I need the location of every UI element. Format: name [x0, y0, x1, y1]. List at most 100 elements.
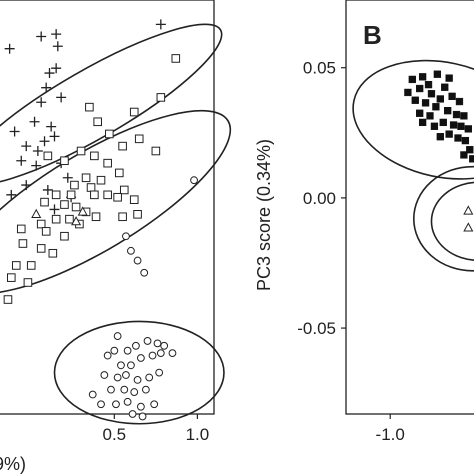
panel-b-label: B — [363, 20, 382, 50]
data-point-circle — [138, 412, 147, 421]
data-point-circle — [150, 400, 159, 409]
data-point-square — [105, 129, 114, 139]
data-point-square — [6, 273, 16, 282]
data-point-circle — [113, 332, 122, 340]
data-point-plus — [29, 116, 40, 127]
panel-b-points — [404, 70, 474, 232]
panel-b: B 0.05 0.00 -0.05 -1.0 PC3 score (0.34%) — [254, 0, 474, 444]
data-point-circle — [110, 346, 119, 355]
data-point-filled-square — [408, 75, 416, 84]
panel-a-x-axis: 0.5 1.0 — [102, 414, 209, 444]
data-point-circle — [127, 246, 135, 255]
panel-a-frame — [0, 0, 215, 415]
data-point-plus — [21, 141, 32, 152]
data-point-plus — [41, 82, 52, 93]
data-point-square — [65, 214, 74, 224]
confidence-ellipse-2 — [413, 165, 474, 272]
data-point-plus — [52, 41, 63, 52]
data-point-square — [51, 190, 61, 200]
data-point-square — [81, 173, 91, 183]
data-point-circle — [156, 349, 165, 358]
data-point-filled-square — [439, 118, 447, 127]
data-point-square — [151, 146, 161, 156]
data-point-square — [70, 180, 79, 190]
data-point-plus — [16, 155, 27, 166]
data-point-square — [48, 248, 58, 258]
data-point-circle — [140, 268, 149, 277]
data-point-square — [103, 190, 112, 200]
data-point-filled-square — [411, 96, 419, 104]
data-point-filled-square — [436, 95, 444, 103]
data-point-triangle — [463, 205, 474, 215]
data-point-plus — [31, 160, 42, 171]
data-point-plus — [155, 19, 166, 30]
data-point-filled-square — [445, 130, 453, 138]
data-point-filled-square — [466, 146, 474, 154]
data-point-square — [36, 219, 46, 229]
data-point-filled-square — [460, 112, 468, 120]
data-point-circle — [168, 349, 177, 358]
data-point-circle — [97, 400, 105, 409]
data-point-plus — [21, 180, 32, 191]
data-point-plus — [56, 92, 67, 103]
data-point-triangle — [463, 222, 474, 232]
data-point-square — [41, 227, 51, 236]
data-point-circle — [122, 371, 130, 379]
data-point-square — [36, 244, 46, 253]
panel-b-y-axis-label: PC3 score (0.34%) — [254, 139, 274, 291]
data-point-filled-square — [444, 107, 452, 115]
data-point-filled-square — [455, 97, 464, 106]
data-point-square — [43, 151, 53, 161]
data-point-circle — [136, 354, 145, 362]
data-point-triangle — [77, 206, 88, 216]
data-point-square — [3, 295, 13, 304]
data-point-circle — [127, 361, 135, 370]
x-tick-label: -1.0 — [376, 425, 405, 444]
data-point-filled-square — [426, 112, 434, 120]
data-point-circle — [141, 385, 150, 394]
data-point-filled-square — [445, 74, 453, 82]
data-point-filled-square — [432, 103, 440, 111]
data-point-triangle — [71, 216, 82, 226]
data-point-filled-square — [452, 110, 461, 119]
data-point-filled-square — [427, 90, 436, 98]
data-point-square — [129, 107, 139, 117]
data-point-filled-square — [464, 125, 472, 133]
data-point-circle — [133, 376, 142, 384]
data-point-circle — [133, 256, 142, 265]
panel-b-frame — [345, 0, 474, 415]
data-point-square — [60, 200, 69, 209]
data-point-circle — [122, 232, 130, 241]
data-point-square — [134, 134, 144, 144]
data-point-circle — [128, 410, 137, 418]
data-point-circle — [148, 351, 157, 360]
data-point-filled-square — [424, 80, 433, 89]
data-point-triangle — [31, 208, 42, 219]
data-point-plus — [4, 43, 15, 54]
confidence-ellipse-3 — [53, 320, 225, 425]
y-tick-label: 0.00 — [303, 189, 336, 208]
data-point-circle — [132, 341, 140, 350]
data-point-circle — [190, 176, 198, 185]
data-point-square — [76, 146, 86, 156]
data-point-plus — [51, 63, 62, 74]
data-point-plus — [49, 131, 60, 142]
data-point-square — [133, 210, 142, 219]
data-point-square — [40, 197, 49, 207]
panel-a-x-axis-label: 9%) — [0, 454, 26, 474]
data-point-circle — [136, 402, 145, 411]
data-point-plus — [36, 31, 47, 42]
data-point-circle — [130, 388, 139, 396]
data-point-square — [66, 190, 76, 200]
data-point-filled-square — [436, 133, 444, 141]
data-point-plus — [32, 145, 43, 156]
data-point-square — [51, 214, 61, 224]
data-point-filled-square — [418, 73, 427, 81]
data-point-square — [90, 190, 99, 200]
panel-b-y-axis: 0.05 0.00 -0.05 — [297, 59, 346, 338]
y-tick-label: -0.05 — [297, 319, 336, 338]
x-tick-label: 1.0 — [186, 425, 210, 444]
data-point-filled-square — [433, 70, 442, 78]
data-point-circle — [145, 373, 154, 382]
